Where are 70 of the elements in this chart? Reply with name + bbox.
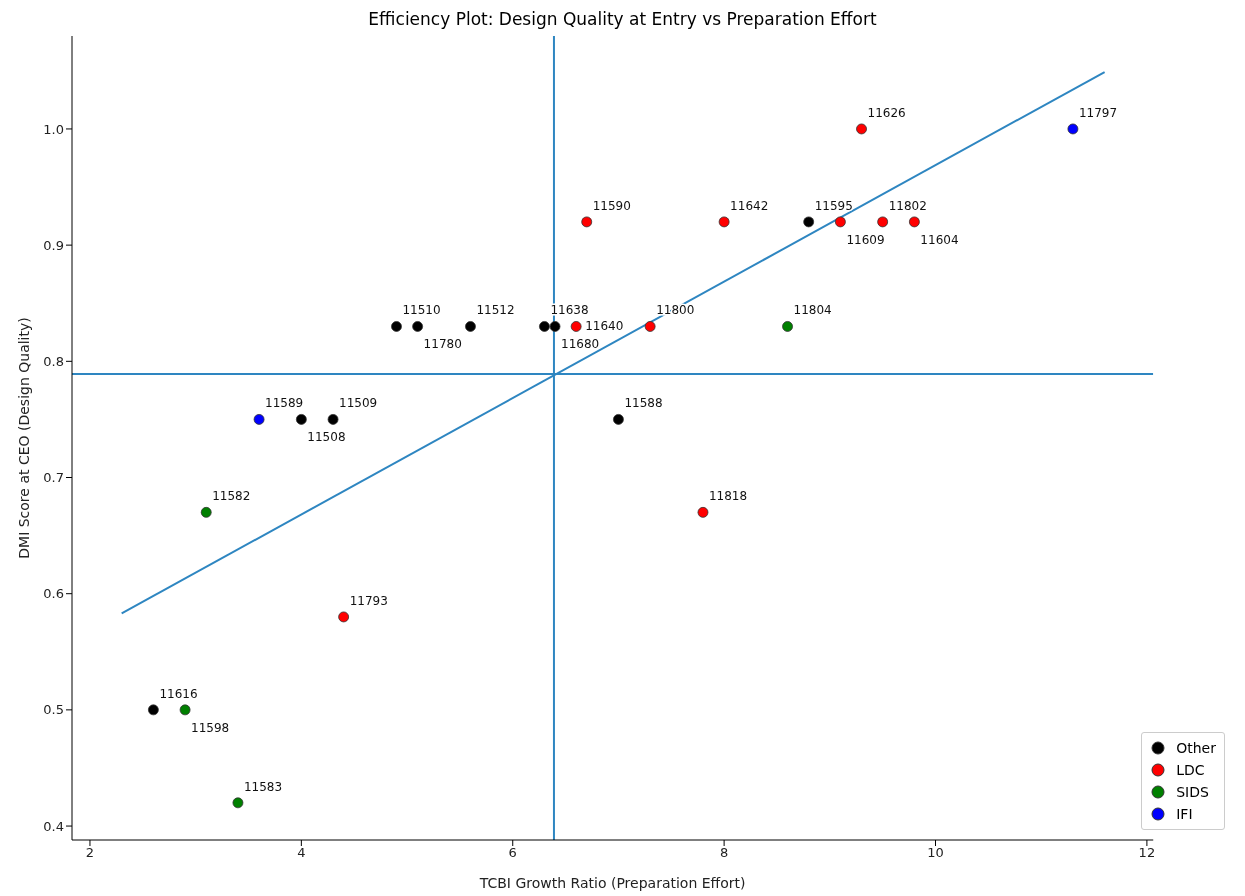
point: [718, 216, 730, 228]
point: [1067, 123, 1079, 135]
annotation: 11640: [585, 319, 624, 334]
annotation: 11797: [1078, 105, 1118, 120]
y-tick-label: 0.5: [43, 702, 64, 718]
point: [179, 704, 191, 716]
annotation: 11604: [920, 232, 959, 247]
y-tick-label: 0.9: [43, 237, 64, 253]
point: [834, 216, 846, 228]
point: [908, 216, 920, 228]
annotation: 11802: [888, 198, 927, 213]
x-axis-title: TCBI Growth Ratio (Preparation Effort): [478, 875, 746, 891]
annotation: 11642: [730, 198, 769, 213]
point: [782, 321, 793, 332]
point: [644, 321, 656, 332]
x-tick-label: 2: [85, 845, 95, 861]
point: [232, 797, 244, 809]
point: [338, 611, 350, 623]
x-tick-label: 6: [508, 845, 517, 861]
y-tick-label: 0.8: [43, 353, 64, 369]
annotation: 11595: [814, 198, 853, 213]
point: [581, 216, 593, 228]
chart-title: Efficiency Plot: Design Quality at Entry vs Preparation Effort: [367, 8, 878, 31]
point: [877, 216, 889, 228]
point: [253, 414, 265, 425]
annotation: 11589: [265, 396, 304, 411]
legend-label: IFI: [1176, 806, 1193, 822]
annotation: 11609: [846, 232, 885, 247]
point: [147, 704, 159, 716]
annotation: 11626: [867, 105, 906, 120]
legend-label: Other: [1176, 740, 1216, 756]
x-tick-label: 4: [297, 845, 306, 861]
annotation: 11588: [624, 396, 663, 411]
point: [697, 506, 709, 518]
annotation: 11680: [561, 337, 600, 352]
point: [803, 216, 815, 228]
x-tick-label: 8: [719, 845, 729, 861]
annotation: 11793: [349, 593, 388, 608]
annotation: 11509: [339, 396, 378, 411]
y-axis-title: DMI Score at CEO (Design Quality): [16, 317, 32, 559]
point: [539, 321, 550, 332]
annotation: 11590: [592, 198, 631, 213]
point: [391, 321, 402, 332]
x-tick-label: 10: [927, 845, 944, 861]
y-tick-label: 0.4: [43, 818, 64, 834]
point: [412, 321, 424, 332]
annotation: 11508: [307, 430, 346, 445]
annotation: 11780: [423, 337, 462, 352]
annotation: 11818: [708, 489, 748, 504]
point: [570, 321, 582, 332]
point: [295, 414, 307, 425]
annotation: 11583: [243, 779, 283, 794]
annotation: 11804: [793, 303, 832, 318]
point: [856, 123, 867, 135]
y-tick-label: 1.0: [43, 121, 64, 137]
x-tick-label: 12: [1138, 845, 1156, 861]
annotation: 11512: [476, 303, 515, 318]
point: [549, 321, 561, 332]
annotation: 11616: [159, 686, 198, 701]
annotation: 11510: [402, 303, 441, 318]
y-tick-label: 0.7: [43, 470, 64, 486]
point: [613, 414, 624, 425]
annotation: 11598: [191, 720, 230, 735]
legend-label: SIDS: [1176, 784, 1209, 800]
annotation: 11582: [212, 489, 251, 504]
legend-label: LDC: [1176, 762, 1205, 778]
point: [465, 321, 476, 332]
point: [327, 414, 339, 425]
y-tick-label: 0.6: [43, 586, 64, 602]
point: [200, 506, 212, 518]
